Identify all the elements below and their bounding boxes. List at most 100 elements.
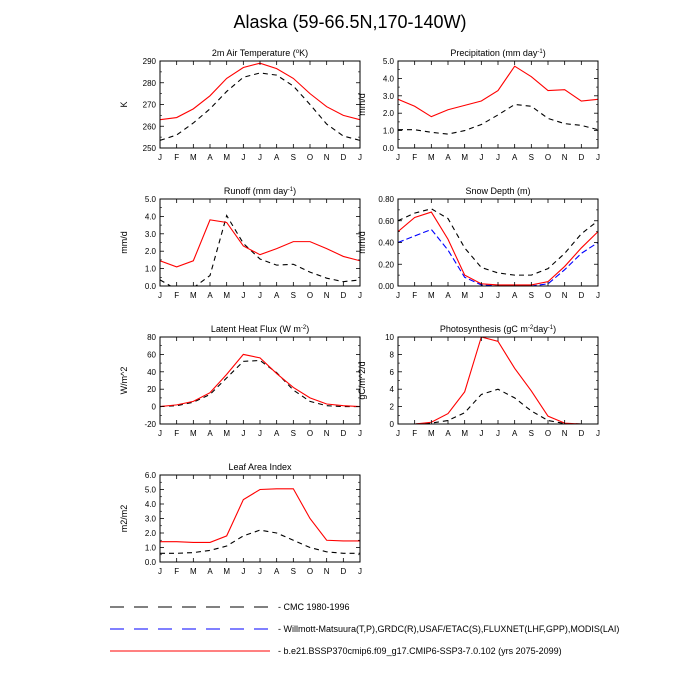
x-tick-label: S xyxy=(529,291,534,300)
x-tick-label: J xyxy=(241,153,245,162)
y-tick-label: 4.0 xyxy=(383,74,395,83)
x-tick-label: J xyxy=(496,429,500,438)
panel-title: Leaf Area Index xyxy=(228,462,292,472)
series-line-cmc xyxy=(160,72,360,141)
y-tick-label: 60 xyxy=(147,350,156,359)
legend: - CMC 1980-1996 - Willmott-Matsuura(T,P),… xyxy=(110,602,619,656)
x-tick-label: O xyxy=(307,567,313,576)
plot-frame xyxy=(159,60,361,149)
x-tick-label: A xyxy=(274,291,280,300)
y-tick-label: 6 xyxy=(390,368,395,377)
x-tick-label: M xyxy=(428,429,435,438)
series-line-model xyxy=(398,211,598,286)
x-tick-label: O xyxy=(307,291,313,300)
series-line-model xyxy=(160,219,360,268)
x-tick-label: J xyxy=(496,291,500,300)
y-tick-label: -20 xyxy=(144,420,156,429)
panel-1: 2m Air Temperature (oK) K 250 260 270 280 290 J… xyxy=(119,48,362,162)
y-tick-label: 5.0 xyxy=(145,486,157,495)
legend-label-obs: - Willmott-Matsuura(T,P),GRDC(R),USAF/ET… xyxy=(278,624,619,634)
panel-4: Snow Depth (m) mm/d 0.00 0.20 0.40 0.60 0.80 J F… xyxy=(357,186,600,300)
x-tick-label: J xyxy=(358,153,362,162)
x-tick-label: O xyxy=(545,429,551,438)
x-tick-label: F xyxy=(412,291,417,300)
panel-title: Runoff (mm day-1) xyxy=(224,186,296,196)
x-tick-label: D xyxy=(340,291,346,300)
y-tick-label: 0.40 xyxy=(378,239,394,248)
y-tick-label: 2.0 xyxy=(145,529,157,538)
series-line-obs xyxy=(398,228,598,286)
legend-label-model: - b.e21.BSSP370cmip6.f09_g17.CMIP6-SSP3-… xyxy=(278,646,562,656)
x-tick-label: N xyxy=(324,153,330,162)
x-tick-label: A xyxy=(274,429,280,438)
panel-title: Snow Depth (m) xyxy=(465,186,530,196)
x-tick-label: M xyxy=(461,291,468,300)
y-tick-label: 0 xyxy=(152,403,157,412)
series-line-cmc xyxy=(398,103,598,135)
y-tick-label: 4 xyxy=(390,385,395,394)
series-line-cmc xyxy=(398,388,598,424)
y-tick-label: 10 xyxy=(385,333,394,342)
y-axis-label: mm/d xyxy=(357,231,367,254)
x-tick-label: A xyxy=(445,153,451,162)
x-tick-label: J xyxy=(596,153,600,162)
x-tick-label: F xyxy=(174,291,179,300)
series-line-model xyxy=(160,353,360,408)
x-tick-label: O xyxy=(307,429,313,438)
x-tick-label: M xyxy=(223,429,230,438)
x-tick-label: A xyxy=(207,567,213,576)
y-tick-label: 0.60 xyxy=(378,217,394,226)
x-tick-label: A xyxy=(512,429,518,438)
x-tick-label: M xyxy=(428,153,435,162)
y-tick-label: 0.00 xyxy=(378,282,394,291)
x-tick-label: M xyxy=(190,291,197,300)
x-tick-label: J xyxy=(358,291,362,300)
x-tick-label: J xyxy=(158,291,162,300)
y-axis-label: mm/d xyxy=(357,93,367,116)
x-tick-label: J xyxy=(596,291,600,300)
x-tick-label: N xyxy=(562,429,568,438)
x-tick-label: J xyxy=(258,153,262,162)
x-tick-label: J xyxy=(479,153,483,162)
x-tick-label: N xyxy=(562,153,568,162)
x-tick-label: M xyxy=(461,429,468,438)
panel-6: Photosynthesis (gC m-2day-1) gC/m^2/d 0 2 4 6… xyxy=(357,324,600,438)
y-tick-label: 250 xyxy=(143,144,157,153)
x-tick-label: S xyxy=(291,291,296,300)
x-tick-label: S xyxy=(529,153,534,162)
x-tick-label: A xyxy=(445,291,451,300)
x-tick-label: J xyxy=(241,567,245,576)
x-tick-label: A xyxy=(207,291,213,300)
y-tick-label: 280 xyxy=(143,79,157,88)
plot-frame xyxy=(397,198,599,287)
y-tick-label: 1.0 xyxy=(145,265,157,274)
x-tick-label: S xyxy=(291,429,296,438)
x-tick-label: S xyxy=(291,567,296,576)
x-tick-label: O xyxy=(545,291,551,300)
panel-5: Latent Heat Flux (W m-2) W/m^2 -20 0 20 40 60 8… xyxy=(119,324,362,438)
x-tick-label: J xyxy=(479,291,483,300)
y-tick-label: 0 xyxy=(390,420,395,429)
x-tick-label: D xyxy=(578,429,584,438)
panel-2: Precipitation (mm day-1) mm/d 0.0 1.0 2.0 3.0… xyxy=(357,48,600,162)
y-tick-label: 0.0 xyxy=(145,282,157,291)
y-tick-label: 5.0 xyxy=(145,195,157,204)
x-tick-label: A xyxy=(445,429,451,438)
x-tick-label: J xyxy=(358,567,362,576)
x-tick-label: J xyxy=(479,429,483,438)
x-tick-label: N xyxy=(324,567,330,576)
plot-frame xyxy=(159,336,361,425)
y-tick-label: 8 xyxy=(390,350,395,359)
x-tick-label: N xyxy=(324,429,330,438)
plot-frame xyxy=(397,336,599,425)
y-tick-label: 270 xyxy=(143,101,157,110)
x-tick-label: J xyxy=(358,429,362,438)
y-tick-label: 40 xyxy=(147,368,156,377)
x-tick-label: A xyxy=(512,153,518,162)
x-tick-label: F xyxy=(174,567,179,576)
y-tick-label: 0.0 xyxy=(383,144,395,153)
x-tick-label: O xyxy=(545,153,551,162)
series-line-cmc xyxy=(160,359,360,408)
panel-title: Precipitation (mm day-1) xyxy=(450,48,545,58)
